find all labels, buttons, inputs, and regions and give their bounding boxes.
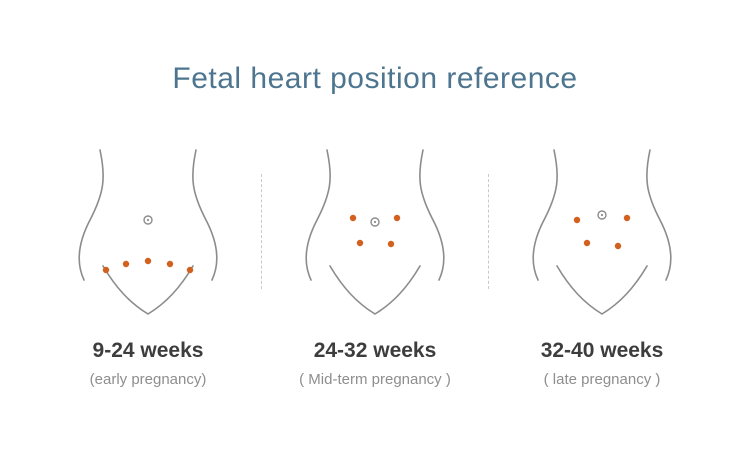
torso-outline: [78, 149, 104, 281]
figure-early-pregnancy: 9-24 weeks (early pregnancy): [35, 148, 261, 388]
heartbeat-position-dot: [166, 260, 174, 268]
stage-label-early: (early pregnancy): [89, 371, 207, 388]
heartbeat-position-dot: [102, 266, 110, 274]
heartbeat-position-dot: [393, 214, 401, 222]
heartbeat-position-dot: [583, 239, 591, 247]
torso-diagram-mid: [305, 149, 445, 315]
heartbeat-position-dot: [387, 240, 395, 248]
torso-outline: [646, 149, 672, 281]
navel-center-dot: [600, 213, 604, 217]
navel-center-dot: [146, 218, 150, 222]
heartbeat-position-dot: [144, 257, 152, 265]
heartbeat-position-dot: [186, 266, 194, 274]
torso-outline: [556, 265, 648, 315]
torso-outline: [192, 149, 218, 281]
heartbeat-position-dot: [573, 216, 581, 224]
stage-label-mid: ( Mid-term pregnancy ): [299, 371, 451, 388]
heartbeat-position-dot: [349, 214, 357, 222]
divider-line: [261, 174, 262, 289]
figure-mid-term-pregnancy: 24-32 weeks ( Mid-term pregnancy ): [262, 148, 488, 388]
navel-center-dot: [373, 220, 377, 224]
torso-outline: [305, 149, 331, 281]
stage-label-late: ( late pregnancy ): [543, 371, 661, 388]
heartbeat-position-dot: [122, 260, 130, 268]
figures-row: 9-24 weeks (early pregnancy) 24-32 weeks…: [0, 148, 750, 388]
torso-outline: [419, 149, 445, 281]
torso-diagram-late: [532, 149, 672, 315]
torso-diagram-early: [78, 149, 218, 315]
page-title: Fetal heart position reference: [172, 62, 578, 95]
torso-outline: [102, 265, 194, 315]
heartbeat-position-dot: [623, 214, 631, 222]
weeks-label-early: 9-24 weeks: [92, 339, 204, 362]
weeks-label-mid: 24-32 weeks: [313, 339, 437, 362]
figure-late-pregnancy: 32-40 weeks ( late pregnancy ): [489, 148, 715, 388]
weeks-label-late: 32-40 weeks: [540, 339, 664, 362]
divider-line: [488, 174, 489, 289]
torso-outline: [532, 149, 558, 281]
torso-outline: [329, 265, 421, 315]
heartbeat-position-dot: [614, 242, 622, 250]
heartbeat-position-dot: [356, 239, 364, 247]
